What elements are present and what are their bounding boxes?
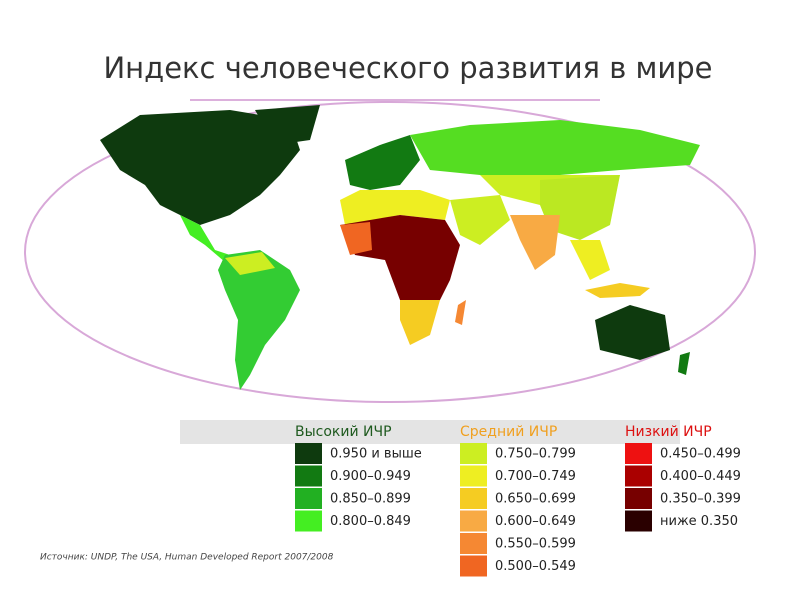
- legend-label: 0.900–0.949: [330, 469, 411, 484]
- legend-group-title: Высокий ИЧР: [295, 424, 392, 440]
- central-america: [180, 215, 230, 262]
- legend-label: 0.700–0.749: [495, 469, 576, 484]
- legend-swatch: [625, 488, 652, 509]
- australia: [595, 305, 670, 360]
- legend-label: 0.400–0.449: [660, 469, 741, 484]
- legend-label: 0.650–0.699: [495, 492, 576, 507]
- southern-africa: [400, 300, 440, 345]
- legend-label: 0.600–0.649: [495, 514, 576, 529]
- north-america: [100, 110, 300, 225]
- legend-label: 0.500–0.549: [495, 559, 576, 574]
- world-map: [24, 101, 756, 403]
- china: [540, 175, 620, 240]
- new-zealand: [678, 352, 690, 375]
- legend-label: 0.950 и выше: [330, 447, 422, 462]
- legend-label: 0.850–0.899: [330, 492, 411, 507]
- legend-swatch: [460, 488, 487, 509]
- greenland: [255, 105, 320, 145]
- legend-label: 0.550–0.599: [495, 537, 576, 552]
- legend-label: 0.450–0.499: [660, 447, 741, 462]
- legend-swatch: [295, 465, 322, 487]
- southeast-asia: [570, 240, 610, 280]
- legend-group-title: Средний ИЧР: [460, 424, 557, 440]
- south-asia: [510, 215, 560, 270]
- title: Индекс человеческого развития в мире: [103, 51, 712, 85]
- legend-swatch: [295, 443, 322, 464]
- south-america: [218, 250, 300, 390]
- russia: [410, 120, 700, 175]
- legend-header-strip: [180, 420, 680, 444]
- legend-label: 0.800–0.849: [330, 514, 411, 529]
- legend-swatch: [625, 465, 652, 487]
- legend-swatch: [625, 443, 652, 464]
- source: Источник: UNDP, The USA, Human Developed…: [40, 553, 334, 563]
- legend-label: 0.350–0.399: [660, 492, 741, 507]
- legend-label: ниже 0.350: [660, 514, 738, 529]
- legend-swatch: [460, 555, 487, 577]
- indonesia: [585, 283, 650, 298]
- north-africa: [340, 190, 450, 225]
- legend-swatch: [460, 443, 487, 464]
- west-africa: [340, 222, 372, 255]
- legend: Высокий ИЧР 0.950 и выше 0.900–0.949 0.850–…: [295, 424, 741, 577]
- middle-east: [450, 195, 510, 245]
- legend-swatch: [625, 510, 652, 532]
- legend-swatch: [460, 465, 487, 487]
- legend-swatch: [295, 510, 322, 532]
- europe: [345, 135, 420, 190]
- legend-swatch: [295, 488, 322, 509]
- legend-group-title: Низкий ИЧР: [625, 424, 712, 440]
- madagascar: [455, 300, 466, 325]
- south-america-north: [225, 252, 275, 275]
- legend-swatch: [460, 533, 487, 554]
- legend-swatch: [460, 510, 487, 532]
- legend-label: 0.750–0.799: [495, 447, 576, 462]
